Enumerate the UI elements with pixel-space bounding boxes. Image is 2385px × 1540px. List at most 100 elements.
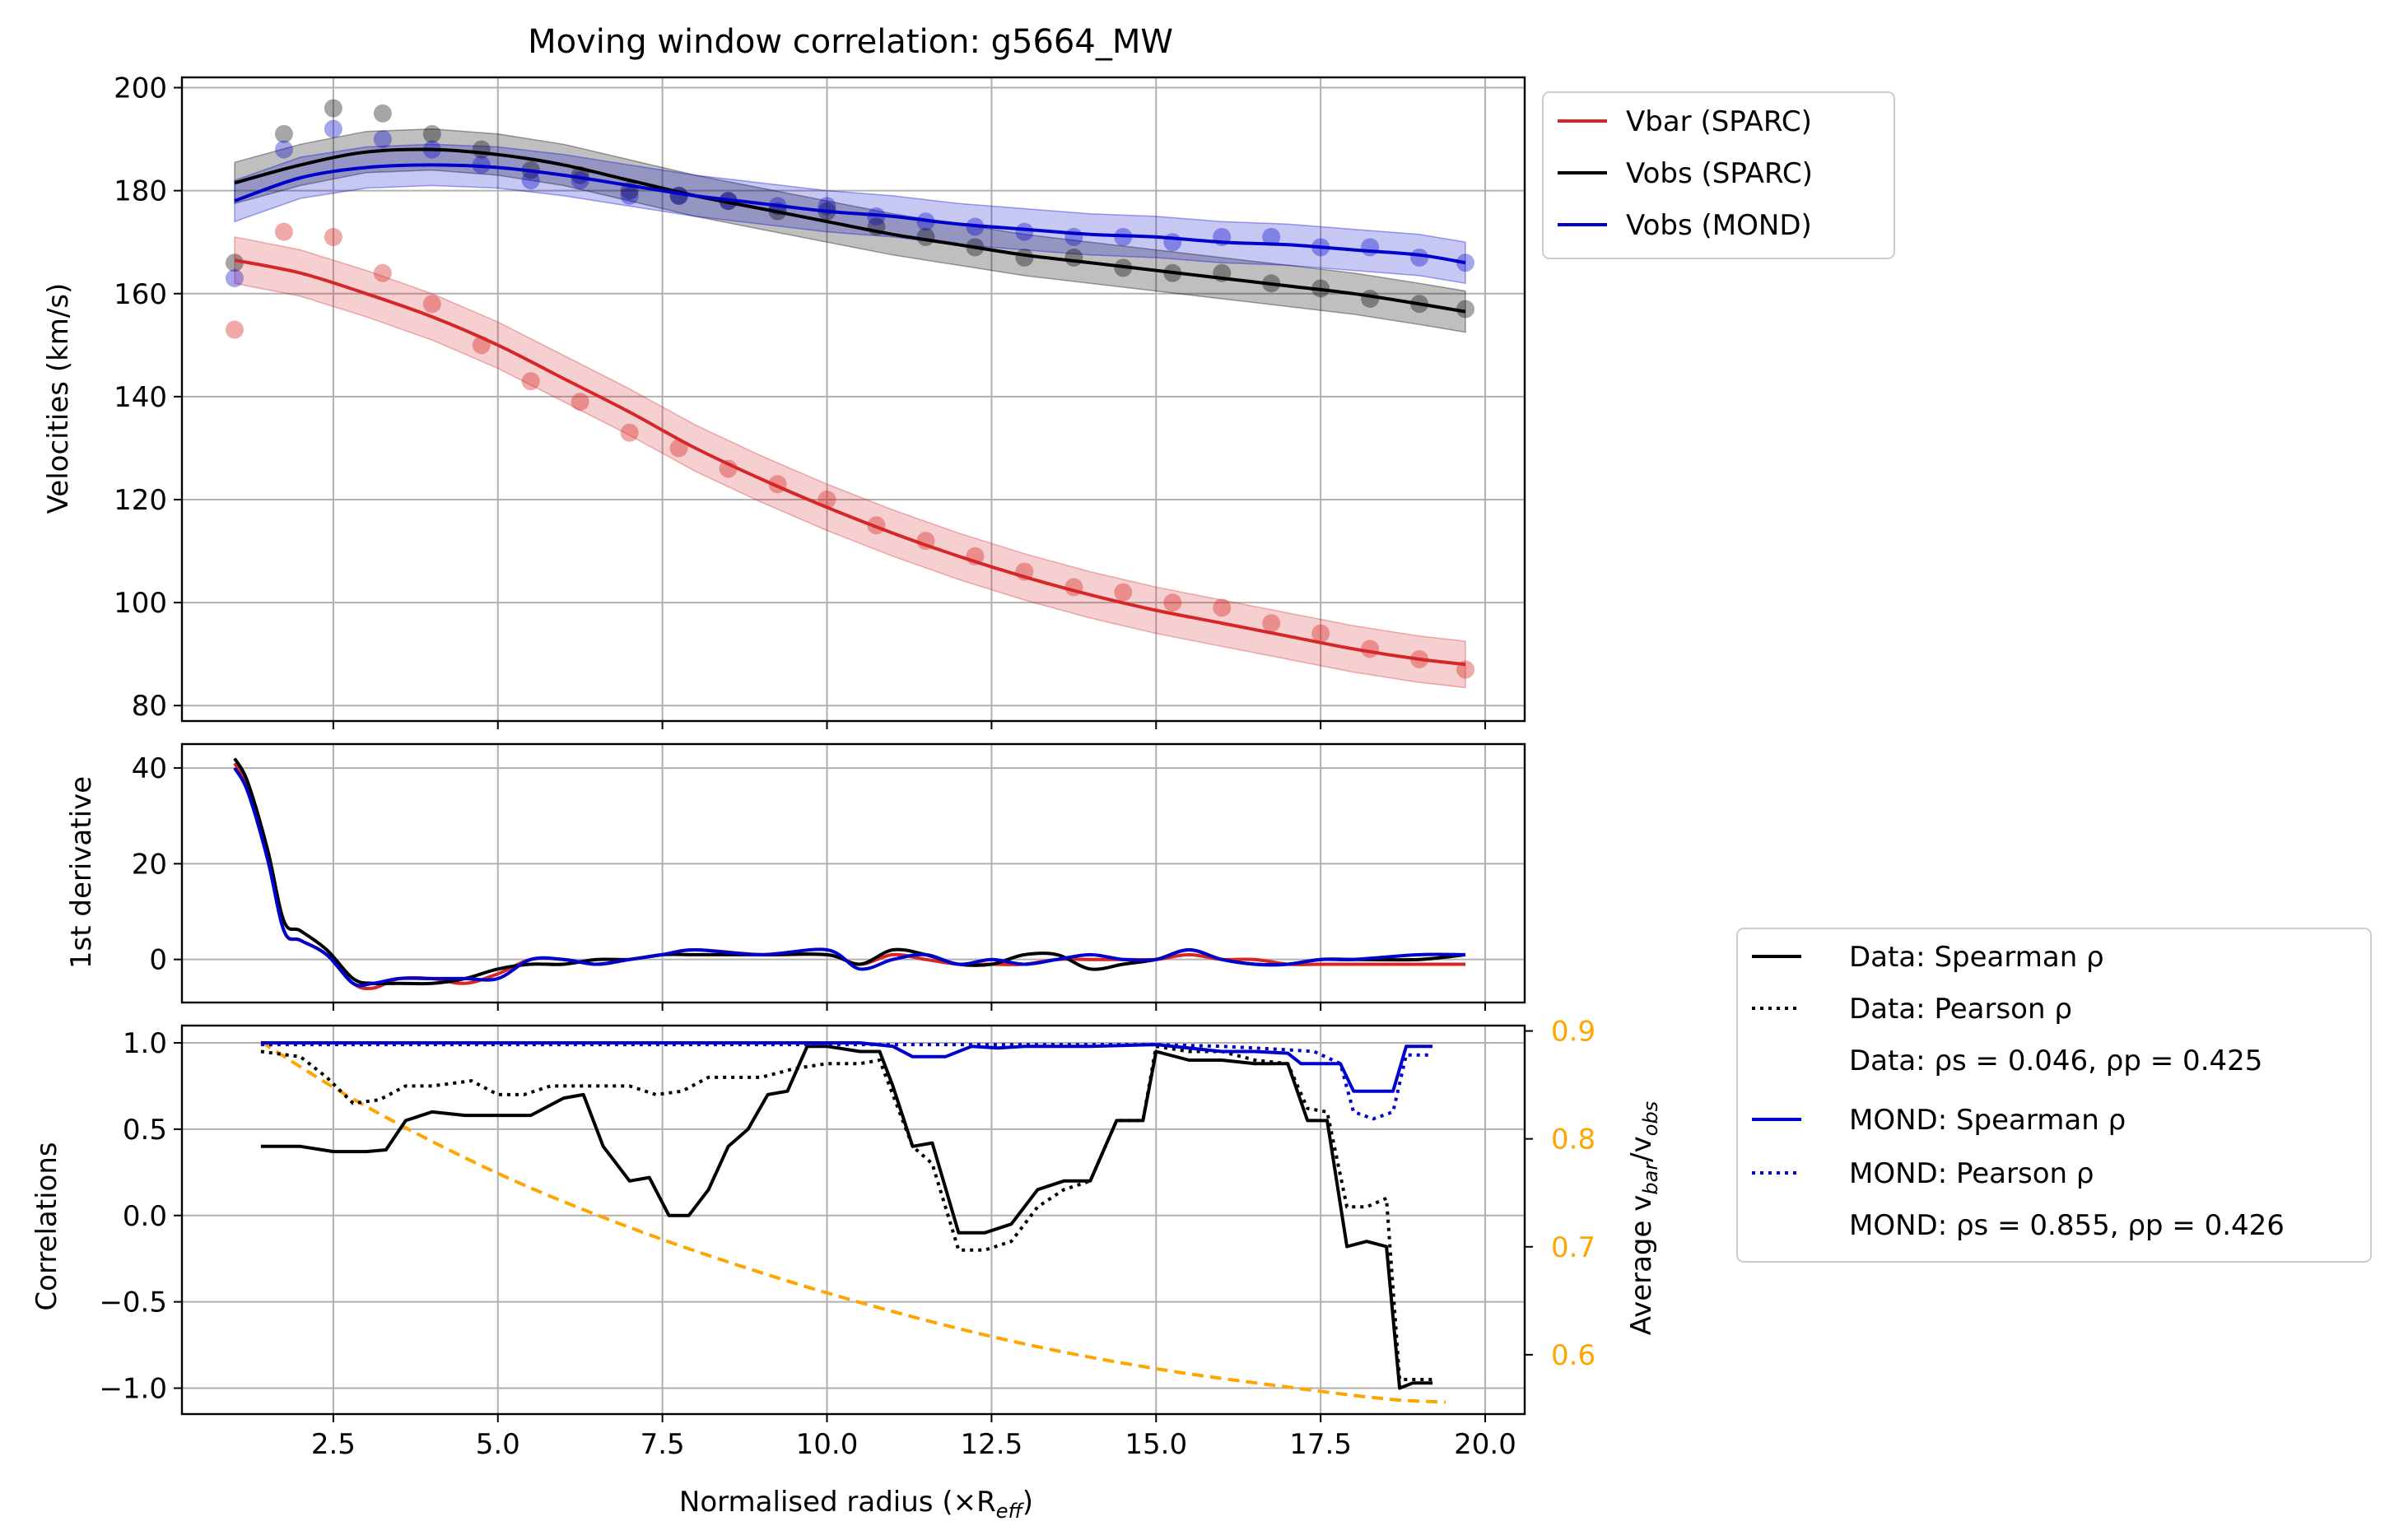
y-tick-label: 100: [114, 587, 167, 620]
data-point-vbar: [1163, 593, 1182, 612]
y2-tick-label: 0.8: [1551, 1124, 1595, 1156]
chart-title: Moving window correlation: g5664_MW: [528, 23, 1173, 61]
data-point-mond: [1015, 222, 1034, 241]
data-point-mond: [1064, 227, 1083, 246]
data-point-vbar: [521, 372, 540, 391]
legend-label-vobs: Vobs (SPARC): [1626, 157, 1813, 190]
y-axis-label-derivative: 1st derivative: [65, 776, 98, 969]
data-point-vobs: [274, 124, 293, 143]
data-point-vobs: [324, 99, 342, 118]
derivative-panel: 0 20 40: [132, 742, 1526, 1011]
y-tick-label: 80: [132, 690, 167, 723]
velocity-panel: 80 100 120 140 160 180 200: [114, 72, 1526, 729]
data-point-vbar: [571, 393, 589, 412]
legend-correlations: Data: Spearman ρ Data: Pearson ρ Data: ρ…: [1736, 928, 2372, 1263]
y-tick-label: 140: [114, 381, 167, 414]
mond-spearman-line: [260, 1041, 1433, 1093]
y-tick-label: 0: [149, 944, 167, 977]
y-tick-label: 40: [132, 752, 167, 785]
data-point-vobs: [916, 227, 935, 246]
y-tick-label: 1.0: [123, 1027, 167, 1060]
data-point-mond: [1456, 254, 1475, 272]
x-tick-label: 20.0: [1454, 1428, 1516, 1461]
data-point-mond: [1361, 238, 1380, 257]
data-point-vbar: [324, 227, 342, 246]
data-point-vbar: [719, 459, 738, 478]
series-line-vbar: [234, 258, 1466, 667]
x-axis-label: Normalised radius (×Reff): [679, 1486, 1033, 1523]
y2-tick-label: 0.6: [1551, 1339, 1595, 1372]
x-tick-label: 12.5: [961, 1428, 1023, 1461]
x-tick-label: 15.0: [1125, 1428, 1187, 1461]
data-point-vbar: [422, 295, 441, 314]
data-point-mond: [373, 130, 392, 149]
y-tick-label: 0.5: [123, 1114, 167, 1147]
legend-velocities: Vbar (SPARC) Vobs (SPARC) Vobs (MOND): [1542, 91, 1895, 259]
data-point-vbar: [1262, 614, 1281, 633]
x-tick-label: 2.5: [311, 1428, 356, 1461]
y2-tick-label: 0.9: [1551, 1016, 1595, 1049]
series-line-mond: [234, 163, 1466, 265]
legend-label-vbar: Vbar (SPARC): [1626, 105, 1812, 138]
data-point-mond: [620, 186, 639, 205]
x-tick-label: 5.0: [476, 1428, 520, 1461]
y-tick-label: 200: [114, 72, 167, 105]
axes-frame: [180, 1024, 1526, 1416]
y-tick-label: 180: [114, 175, 167, 208]
data-point-mond: [1410, 248, 1429, 267]
data-point-mond: [521, 171, 540, 190]
data-point-mond: [225, 268, 244, 287]
y-tick-label: 20: [132, 848, 167, 881]
data-point-mond: [571, 171, 589, 190]
data-point-vobs: [1456, 300, 1475, 319]
x-tick-label: 17.5: [1289, 1428, 1352, 1461]
legend-label-mond-stats: MOND: ρs = 0.855, ρp = 0.426: [1849, 1209, 2285, 1242]
y-tick-label: 0.0: [123, 1200, 167, 1233]
legend-label-mond-pearson: MOND: Pearson ρ: [1849, 1157, 2094, 1190]
data-point-vbar: [620, 423, 639, 442]
uncertainty-band: [234, 128, 1466, 333]
data-point-mond: [324, 119, 342, 138]
series-line-vobs: [234, 147, 1466, 314]
data-point-mond: [1262, 227, 1281, 246]
ratio-line: [259, 1040, 1446, 1404]
x-tick-label: 10.0: [796, 1428, 859, 1461]
data-point-vbar: [274, 222, 293, 241]
legend-label-mond-spearman: MOND: Spearman ρ: [1849, 1104, 2126, 1137]
y2-axis-label: Average vbar/vobs: [1625, 1101, 1662, 1335]
x-tick-label: 7.5: [641, 1428, 685, 1461]
data-point-vobs: [225, 254, 244, 272]
y-tick-label: −1.0: [99, 1373, 167, 1406]
data-point-mond: [274, 140, 293, 159]
data-spearman-line: [260, 1045, 1433, 1390]
derivative-line-mond: [233, 767, 1466, 988]
data-point-vobs: [472, 140, 491, 159]
data-point-vobs: [422, 124, 441, 143]
y-tick-label: −0.5: [99, 1286, 167, 1319]
data-point-vobs: [1064, 248, 1083, 267]
axes-frame: [180, 742, 1526, 1004]
data-point-vobs: [373, 104, 392, 123]
legend-label-data-stats: Data: ρs = 0.046, ρp = 0.425: [1849, 1045, 2262, 1077]
data-point-mond: [1163, 233, 1182, 252]
data-point-vbar: [373, 263, 392, 282]
y-axis-label-correlations: Correlations: [30, 1142, 63, 1310]
y-axis-label-velocities: Velocities (km/s): [42, 283, 75, 514]
y-tick-label: 120: [114, 484, 167, 517]
data-point-vbar: [225, 320, 244, 339]
uncertainty-band: [234, 235, 1466, 689]
data-point-vbar: [1114, 583, 1133, 602]
data-point-vobs: [1361, 290, 1380, 309]
legend-label-data-spearman: Data: Spearman ρ: [1849, 941, 2104, 974]
data-point-vbar: [1361, 640, 1380, 658]
y-tick-label: 160: [114, 278, 167, 311]
correlation-panel: 2.5 5.0 7.5 10.0 12.5 15.0 17.5 20.0 −1.0 −0.5 0.0…: [99, 1016, 1595, 1461]
legend-label-mond: Vobs (MOND): [1626, 209, 1812, 242]
axes-frame: [180, 76, 1526, 723]
data-point-vobs: [1015, 248, 1034, 267]
y2-tick-label: 0.7: [1551, 1231, 1595, 1264]
legend-label-data-pearson: Data: Pearson ρ: [1849, 993, 2072, 1026]
data-point-vbar: [1213, 598, 1232, 617]
data-point-vbar: [1311, 624, 1330, 643]
